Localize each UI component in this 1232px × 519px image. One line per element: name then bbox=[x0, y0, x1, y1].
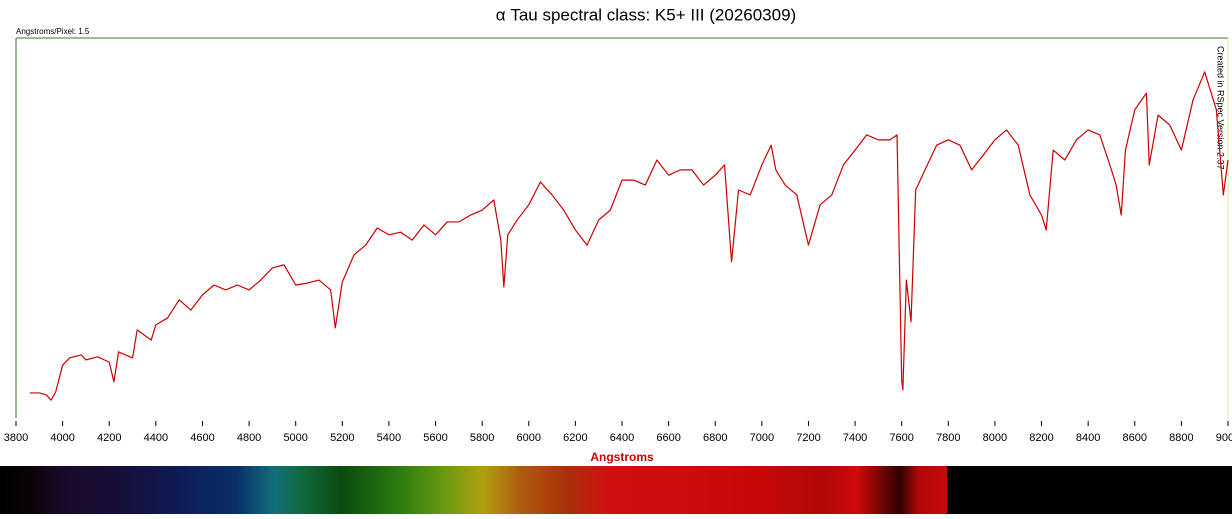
x-tick-label: 8800 bbox=[1169, 432, 1193, 444]
x-tick-label: 5800 bbox=[470, 432, 494, 444]
x-tick-label: 4400 bbox=[144, 432, 168, 444]
x-tick-label: 8600 bbox=[1123, 432, 1147, 444]
spectrum-line bbox=[29, 71, 1229, 401]
x-tick-label: 8000 bbox=[983, 432, 1007, 444]
x-tick-label: 6000 bbox=[517, 432, 541, 444]
x-axis-label: Angstroms bbox=[590, 450, 654, 464]
annotation: Created in RSpec Version 2.37 bbox=[1216, 46, 1226, 170]
x-tick-label: 7800 bbox=[936, 432, 960, 444]
x-tick-label: 7400 bbox=[843, 432, 867, 444]
x-tick-label: 8400 bbox=[1076, 432, 1100, 444]
x-tick-label: 4800 bbox=[237, 432, 261, 444]
x-tick-label: 5000 bbox=[283, 432, 307, 444]
x-tick-label: 5400 bbox=[377, 432, 401, 444]
x-tick-label: 3800 bbox=[4, 432, 28, 444]
x-tick-label: 8200 bbox=[1029, 432, 1053, 444]
x-tick-label: 6600 bbox=[656, 432, 680, 444]
x-tick-label: 4600 bbox=[190, 432, 214, 444]
x-tick-label: 7600 bbox=[889, 432, 913, 444]
x-tick-label: 5200 bbox=[330, 432, 354, 444]
x-tick-label: 6800 bbox=[703, 432, 727, 444]
x-tick-label: 9000 bbox=[1216, 432, 1232, 444]
x-tick-label: 4200 bbox=[97, 432, 121, 444]
x-tick-label: 5600 bbox=[423, 432, 447, 444]
annotation: Angstroms/Pixel: 1.5 bbox=[16, 27, 90, 36]
chart-title: α Tau spectral class: K5+ III (20260309) bbox=[496, 5, 796, 24]
x-tick-label: 7200 bbox=[796, 432, 820, 444]
x-tick-label: 6200 bbox=[563, 432, 587, 444]
spectrum-strip bbox=[0, 466, 947, 514]
x-tick-label: 6400 bbox=[610, 432, 634, 444]
x-tick-label: 4000 bbox=[50, 432, 74, 444]
x-tick-label: 7000 bbox=[750, 432, 774, 444]
